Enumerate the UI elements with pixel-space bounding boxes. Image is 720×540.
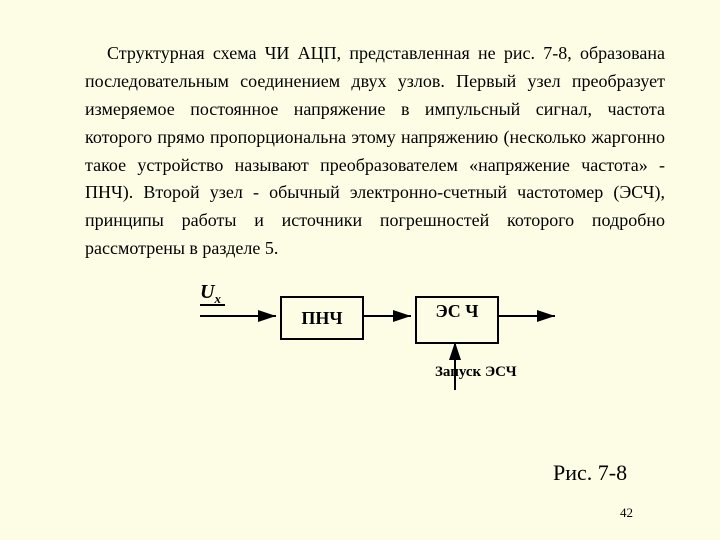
figure-caption: Рис. 7-8 [553,460,627,486]
body-paragraph: Структурная схема ЧИ АЦП, представленная… [85,40,665,263]
block-pnch-label: ПНЧ [301,308,342,328]
start-label: Запуск ЭСЧ [435,364,517,381]
input-signal-label: Ux [200,281,221,307]
page-number: 42 [620,505,633,521]
block-esch-label: ЭС Ч [436,301,479,321]
input-signal-sub: x [214,291,221,306]
paragraph-text: Структурная схема ЧИ АЦП, представленная… [85,43,665,258]
block-esch: ЭС Ч [415,296,499,344]
block-pnch: ПНЧ [280,296,364,340]
input-signal-base: U [200,281,214,303]
